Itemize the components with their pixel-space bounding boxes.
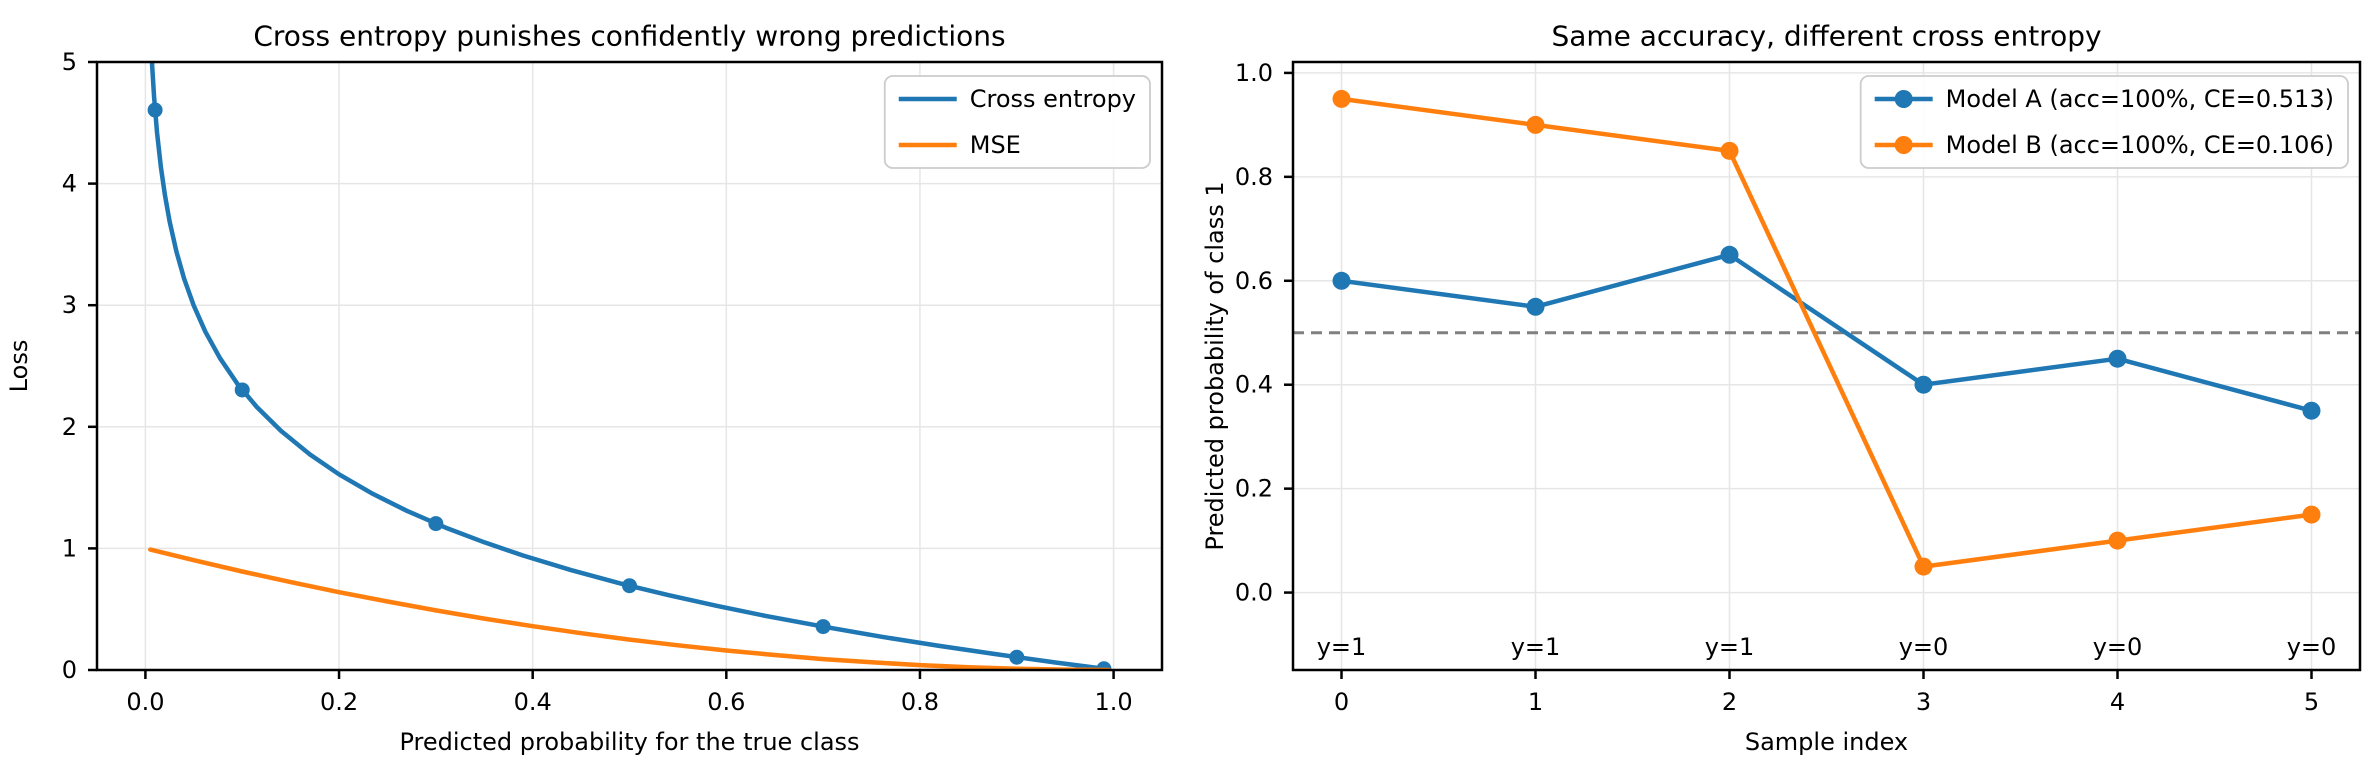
chart-title: Same accuracy, different cross entropy [1551, 20, 2101, 53]
y-tick-label: 0.6 [1235, 267, 1273, 295]
y-tick-label: 5 [62, 48, 77, 76]
series-line [1339, 96, 2314, 569]
x-tick-label: 0 [1334, 688, 1349, 716]
legend-label: MSE [970, 131, 1021, 159]
data-point-marker [1914, 375, 1933, 394]
x-tick-label: 5 [2304, 688, 2319, 716]
data-point-marker [2108, 531, 2127, 550]
chart-title: Cross entropy punishes confidently wrong… [253, 20, 1005, 53]
data-point-marker [2302, 505, 2321, 524]
data-point-marker [1332, 89, 1351, 108]
x-axis-label: Predicted probability for the true class [399, 728, 859, 756]
y-axis-label: Loss [5, 340, 33, 393]
data-point-marker [1332, 271, 1351, 290]
y-axis-label: Predicted probability of class 1 [1201, 181, 1229, 550]
y-tick-label: 3 [62, 291, 77, 319]
x-tick-label: 1.0 [1095, 688, 1133, 716]
x-tick-label: 0.8 [901, 688, 939, 716]
data-point-marker [815, 619, 831, 635]
series-line [1339, 252, 2314, 413]
x-tick-label: 0.4 [514, 688, 552, 716]
data-point-marker [1526, 297, 1545, 316]
label-annotation: y=1 [1511, 633, 1561, 661]
axes-frame [1291, 60, 2362, 672]
x-tick-label: 3 [1916, 688, 1931, 716]
left-chart: 0.0 0.2 0.4 0.6 0.8 1.0 0 1 2 3 4 5 Cross entropy pu… [5, 20, 1164, 756]
y-tick-label: 1.0 [1235, 59, 1273, 87]
y-tick-label: 0 [62, 656, 77, 684]
label-annotation: y=0 [2093, 633, 2143, 661]
data-point-marker [234, 382, 250, 398]
legend-label: Model A (acc=100%, CE=0.513) [1946, 85, 2334, 113]
x-tick-label: 2 [1722, 688, 1737, 716]
right-chart: y=1 y=1 y=1 y=0 y=0 y=0 0 1 2 3 4 5 0.0 0.2 0.4 0.6 0.8 1… [1201, 20, 2362, 756]
label-annotation: y=0 [2287, 633, 2337, 661]
y-tick-label: 0.4 [1235, 371, 1273, 399]
data-point-marker [2108, 349, 2127, 368]
y-tick-label: 2 [62, 413, 77, 441]
y-tick-label: 4 [62, 170, 77, 198]
axes-frame [95, 60, 1164, 672]
data-point-marker [428, 516, 444, 532]
x-tick-label: 0.0 [126, 688, 164, 716]
legend-marker-sample [1894, 90, 1913, 108]
data-point-marker [147, 102, 163, 118]
y-tick-label: 0.2 [1235, 475, 1273, 503]
legend-label: Cross entropy [970, 85, 1136, 113]
label-annotation: y=1 [1705, 633, 1755, 661]
series-line [149, 62, 1112, 670]
label-annotation: y=1 [1317, 633, 1367, 661]
legend-label: Model B (acc=100%, CE=0.106) [1946, 131, 2334, 159]
x-tick-label: 4 [2110, 688, 2125, 716]
data-point-marker [1720, 141, 1739, 160]
y-tick-label: 0.8 [1235, 163, 1273, 191]
legend: Cross entropy MSE [883, 75, 1151, 169]
label-annotation: y=0 [1899, 633, 1949, 661]
legend: Model A (acc=100%, CE=0.513) Model B (acc… [1859, 75, 2349, 169]
legend-frame [1859, 75, 2349, 169]
series-line [148, 547, 1112, 670]
y-tick-label: 0.0 [1235, 579, 1273, 607]
data-point-marker [2302, 401, 2321, 420]
data-point-marker [1526, 115, 1545, 134]
x-tick-label: 0.6 [707, 688, 745, 716]
x-axis-label: Sample index [1745, 728, 1908, 756]
data-point-marker [1914, 557, 1933, 576]
legend-marker-sample [1894, 136, 1913, 154]
y-tick-label: 1 [62, 534, 77, 562]
data-point-marker [622, 578, 637, 594]
x-tick-label: 1 [1528, 688, 1543, 716]
data-point-marker [1720, 245, 1739, 264]
x-tick-label: 0.2 [320, 688, 358, 716]
data-point-marker [1009, 649, 1025, 665]
